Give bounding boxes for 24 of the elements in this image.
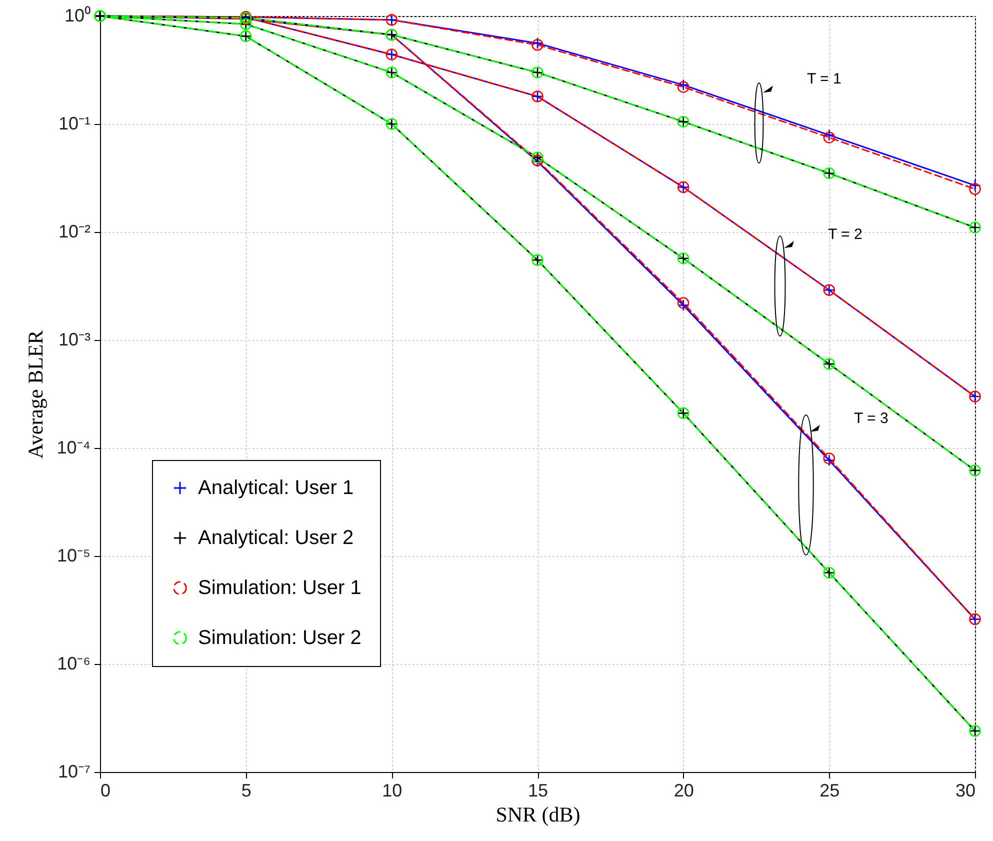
x-tick-label: 25 [820,780,840,800]
y-tick-label: 10⁻³ [58,330,91,350]
y-tick-label: 10⁰ [64,6,90,26]
annotation: T = 1 [807,70,842,88]
x-tick-label: 15 [528,780,548,800]
y-axis-title: Average BLER [24,330,48,459]
y-tick-label: 10⁻⁵ [57,546,90,566]
legend-label: Analytical: User 2 [198,527,354,549]
y-tick-label: 10⁻⁶ [57,654,90,674]
annotation: T = 3 [854,410,888,427]
y-tick-label: 10⁻⁴ [56,438,90,458]
y-tick-label: 10⁻⁷ [58,762,90,782]
legend-label: Simulation: User 1 [198,577,362,599]
x-tick-label: 5 [241,780,252,800]
y-tick-label: 10⁻¹ [58,114,91,134]
annotation: T = 2 [828,226,862,243]
y-tick-label: 10⁻² [58,222,91,242]
x-tick-label: 10 [382,780,402,800]
x-tick-label: 0 [100,780,111,800]
x-axis-title: SNR (dB) [496,802,580,826]
x-tick-label: 20 [674,780,694,800]
legend-label: Simulation: User 2 [198,627,362,649]
legend-label: Analytical: User 1 [198,477,354,499]
x-tick-label: 30 [955,780,976,800]
